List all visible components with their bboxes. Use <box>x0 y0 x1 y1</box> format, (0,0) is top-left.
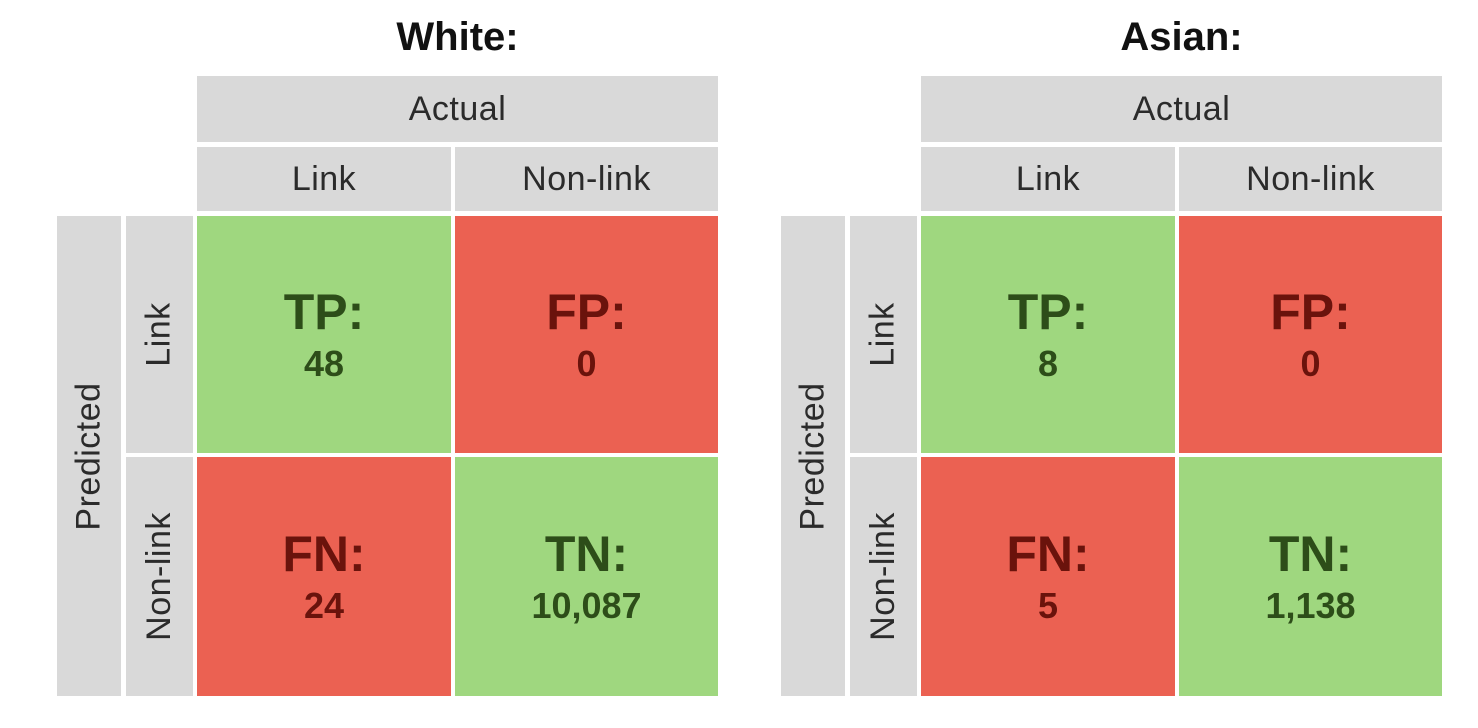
actual-header: Actual <box>921 76 1442 142</box>
row-label-non-link: Non-link <box>140 512 178 641</box>
row-label-link: Link <box>140 302 178 367</box>
predicted-header: Predicted <box>57 216 121 696</box>
cell-value: 1,138 <box>1265 584 1356 626</box>
column-header-non-link: Non-link <box>1179 147 1442 211</box>
cell-value: 8 <box>1037 342 1058 384</box>
row-header-non-link: Non-link <box>126 457 193 696</box>
cell-value: 0 <box>576 342 597 384</box>
predicted-label: Predicted <box>69 381 108 531</box>
predicted-header: Predicted <box>781 216 845 696</box>
column-header-non-link: Non-link <box>455 147 718 211</box>
actual-header: Actual <box>197 76 718 142</box>
confusion-matrix-white: White: Actual Link Non-link Predicted Li… <box>0 0 718 728</box>
cell-value: 10,087 <box>531 584 642 626</box>
cell-label: FN: <box>1006 525 1090 582</box>
predicted-label: Predicted <box>793 381 832 531</box>
row-header-link: Link <box>126 216 193 453</box>
row-header-link: Link <box>850 216 917 453</box>
row-header-non-link: Non-link <box>850 457 917 696</box>
false-negative-cell: FN: 5 <box>921 457 1175 696</box>
cell-label: TP: <box>283 283 365 340</box>
true-positive-cell: TP: 8 <box>921 216 1175 453</box>
cell-label: TP: <box>1007 283 1089 340</box>
false-positive-cell: FP: 0 <box>1179 216 1442 453</box>
true-positive-cell: TP: 48 <box>197 216 451 453</box>
panel-title: Asian: <box>1120 15 1243 59</box>
row-label-link: Link <box>864 302 902 367</box>
cell-label: TN: <box>544 525 629 582</box>
cell-label: FP: <box>546 283 627 340</box>
cell-value: 48 <box>303 342 345 384</box>
confusion-matrix-asian: Asian: Actual Link Non-link Predicted Li… <box>724 0 1442 728</box>
panel-title: White: <box>396 15 519 59</box>
cell-value: 0 <box>1300 342 1321 384</box>
false-negative-cell: FN: 24 <box>197 457 451 696</box>
cell-label: FP: <box>1270 283 1351 340</box>
true-negative-cell: TN: 1,138 <box>1179 457 1442 696</box>
cell-value: 5 <box>1037 584 1059 626</box>
row-label-non-link: Non-link <box>864 512 902 641</box>
column-header-link: Link <box>197 147 451 211</box>
false-positive-cell: FP: 0 <box>455 216 718 453</box>
cell-label: TN: <box>1268 525 1353 582</box>
column-header-link: Link <box>921 147 1175 211</box>
true-negative-cell: TN: 10,087 <box>455 457 718 696</box>
cell-label: FN: <box>282 525 366 582</box>
cell-value: 24 <box>303 584 345 626</box>
